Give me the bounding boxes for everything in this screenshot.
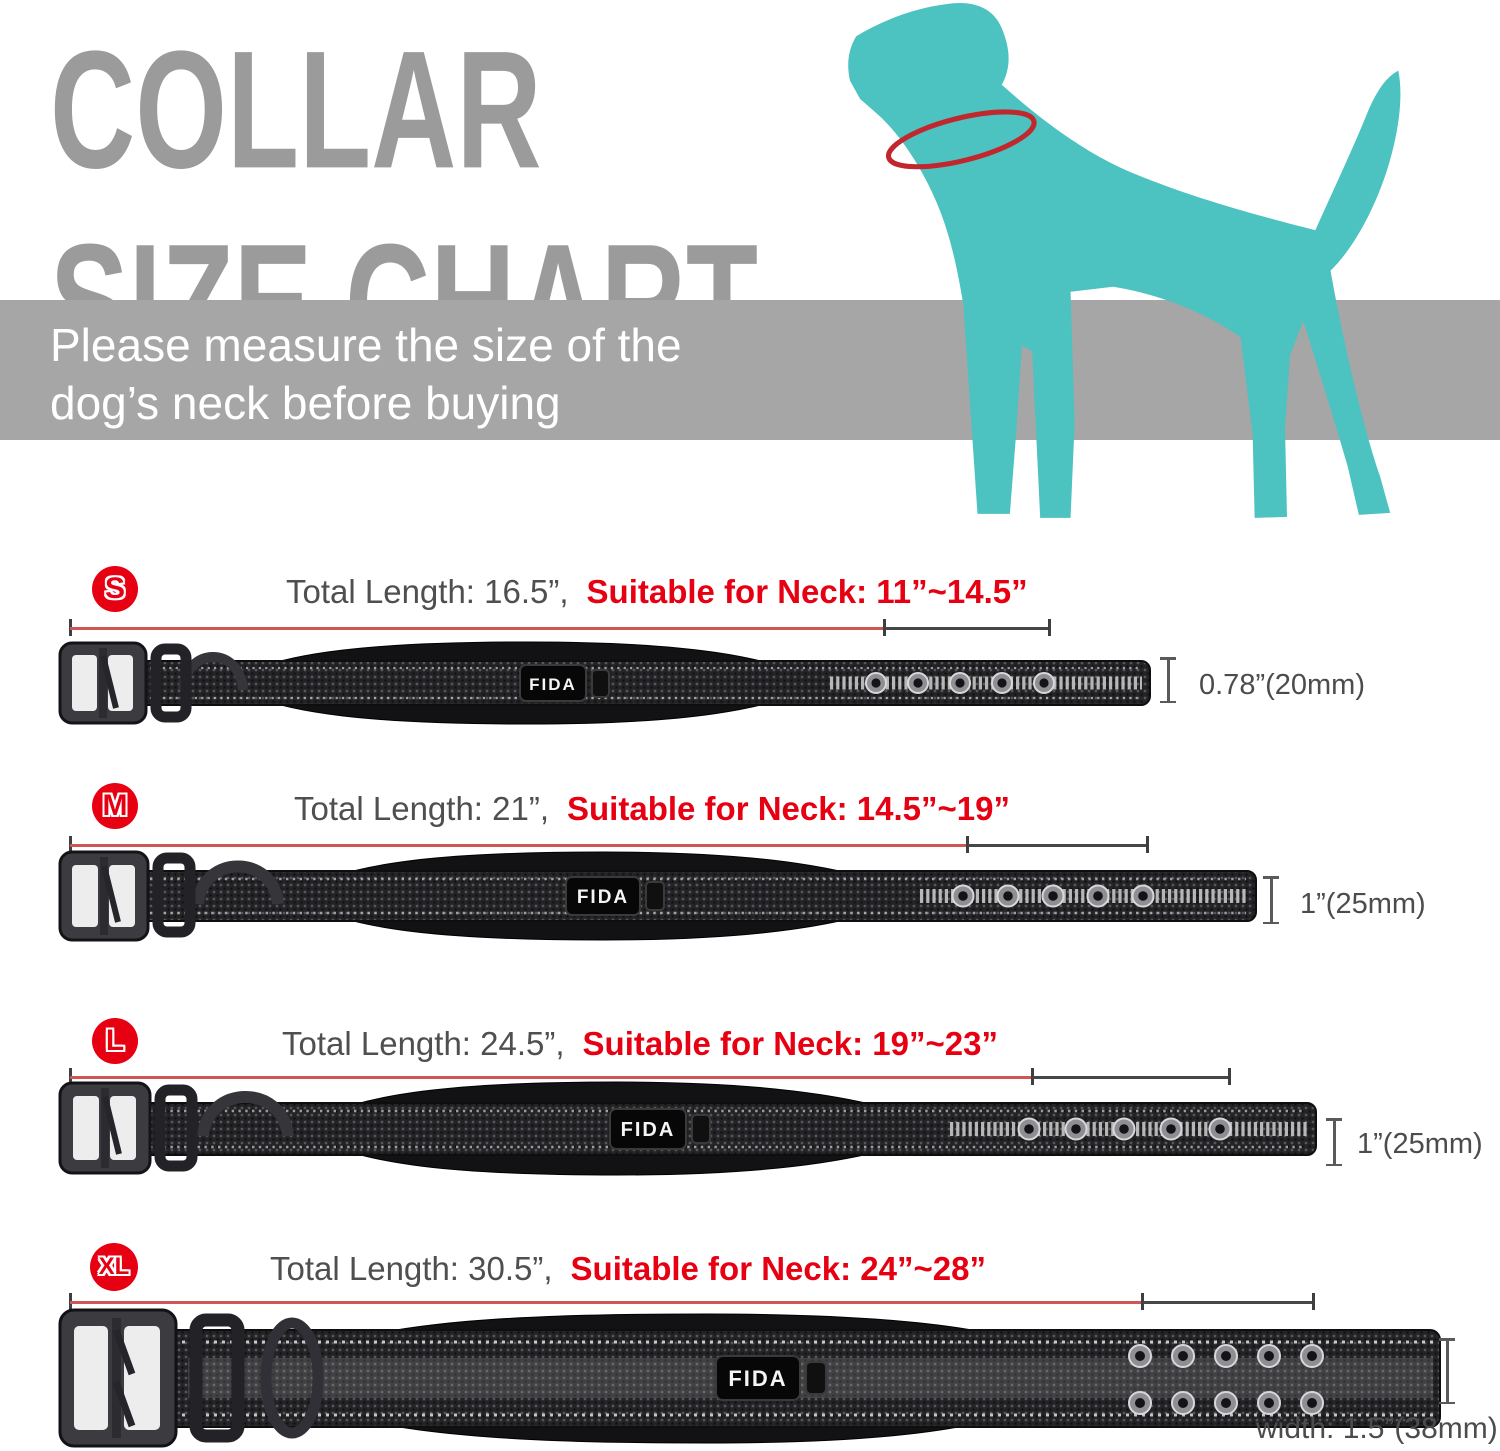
size-row-text-m: Total Length: 21”, Suitable for Neck: 14.… — [294, 789, 1010, 829]
dog-silhouette-icon — [848, 3, 1401, 518]
size-row-text-s: Total Length: 16.5”, Suitable for Neck: 1… — [286, 572, 1028, 612]
d-ring-icon — [260, 1317, 324, 1439]
svg-text:FIDA: FIDA — [577, 887, 629, 908]
dog-body — [848, 3, 1401, 518]
width-label-s: 0.78”(20mm) — [1199, 669, 1365, 701]
size-letter: XL — [98, 1253, 130, 1280]
width-label-m: 1”(25mm) — [1300, 888, 1426, 920]
keeper-loop — [152, 852, 196, 938]
collar-image-s: FIDA — [58, 641, 1151, 725]
total-length-label: Total Length: 21”, — [294, 790, 550, 827]
neck-range-label: Suitable for Neck: 19”~23” — [582, 1025, 998, 1062]
buckle-icon — [58, 1308, 178, 1448]
svg-text:FIDA: FIDA — [621, 1119, 676, 1141]
size-letter: L — [105, 1024, 125, 1057]
banner-text-line2: dog’s neck before buying — [50, 377, 561, 429]
neck-range-label: Suitable for Neck: 24”~28” — [570, 1250, 986, 1287]
label-clip — [691, 1114, 711, 1144]
width-measure-bar-xl — [1440, 1338, 1454, 1404]
keeper-loop — [154, 1084, 198, 1172]
neck-range-label: Suitable for Neck: 11”~14.5” — [586, 573, 1028, 610]
width-label-xl: width: 1.5”(38mm) — [1256, 1412, 1498, 1445]
total-length-label: Total Length: 16.5”, — [286, 573, 569, 610]
brand-label: FIDA — [565, 876, 665, 916]
total-length-label: Total Length: 24.5”, — [282, 1025, 565, 1062]
label-clip — [805, 1361, 827, 1395]
size-row-text-l: Total Length: 24.5”, Suitable for Neck: 1… — [282, 1024, 998, 1064]
eyelets — [1017, 1117, 1232, 1141]
brand-label: FIDA — [519, 664, 610, 702]
title-line1: COLLAR — [50, 16, 542, 205]
collar-image-m: FIDA — [58, 850, 1257, 942]
label-clip — [645, 881, 665, 911]
total-length-label: Total Length: 30.5”, — [270, 1250, 553, 1287]
reflective-stitching — [150, 877, 1248, 915]
reflective-stitching — [150, 1109, 1308, 1149]
svg-text:FIDA: FIDA — [728, 1366, 787, 1391]
svg-text:FIDA: FIDA — [529, 675, 577, 694]
buckle-icon — [58, 850, 150, 942]
size-badge-m: M — [92, 783, 138, 829]
width-measure-bar-s — [1161, 657, 1175, 703]
size-badge-l: L — [92, 1018, 138, 1064]
width-measure-bar-m — [1264, 876, 1278, 924]
eyelets — [865, 672, 1055, 694]
buckle-icon — [58, 641, 148, 725]
eyelets — [1128, 1344, 1324, 1415]
eyelets — [951, 884, 1155, 908]
neck-measure-ring — [885, 109, 1037, 170]
width-measure-bar-l — [1327, 1118, 1341, 1166]
size-badge-xl: XL — [90, 1243, 138, 1291]
keeper-loop — [189, 1313, 245, 1443]
width-label-l: 1”(25mm) — [1357, 1128, 1483, 1160]
keeper-loop — [150, 643, 192, 723]
size-letter: M — [102, 789, 128, 822]
label-clip — [591, 669, 610, 698]
collar-image-xl: FIDA — [58, 1308, 1441, 1448]
buckle-icon — [58, 1081, 152, 1175]
size-letter: S — [104, 572, 125, 605]
collar-image-l: FIDA — [58, 1081, 1317, 1176]
size-row-text-xl: Total Length: 30.5”, Suitable for Neck: 2… — [270, 1249, 986, 1289]
brand-label: FIDA — [715, 1355, 827, 1401]
neck-range-label: Suitable for Neck: 14.5”~19” — [567, 790, 1010, 827]
banner-text-line1: Please measure the size of the — [50, 319, 682, 371]
size-badge-s: S — [92, 566, 138, 612]
brand-label: FIDA — [609, 1108, 711, 1150]
d-ring-icon — [197, 1091, 294, 1138]
d-ring-icon — [192, 860, 284, 905]
